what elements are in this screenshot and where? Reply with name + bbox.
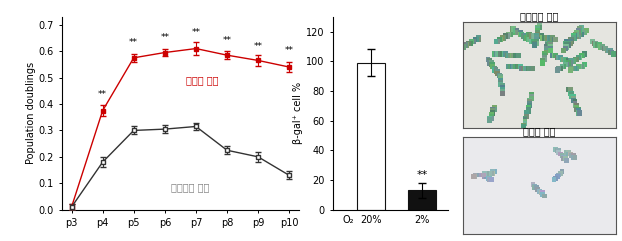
Text: **: ** bbox=[192, 28, 200, 37]
Text: **: ** bbox=[417, 170, 428, 180]
Title: 저산소 조건: 저산소 조건 bbox=[523, 127, 556, 137]
Text: 저산소 조건: 저산소 조건 bbox=[186, 75, 218, 85]
Text: **: ** bbox=[98, 90, 107, 99]
Title: 정상산소 조건: 정상산소 조건 bbox=[521, 11, 559, 21]
Text: **: ** bbox=[160, 33, 169, 42]
Text: **: ** bbox=[129, 38, 138, 47]
Bar bbox=[357, 63, 385, 210]
Bar bbox=[408, 190, 436, 210]
Text: **: ** bbox=[285, 46, 294, 55]
Text: **: ** bbox=[254, 42, 262, 51]
Text: **: ** bbox=[223, 36, 231, 45]
Text: 정상산소 조건: 정상산소 조건 bbox=[170, 182, 209, 192]
Y-axis label: Population doublings: Population doublings bbox=[26, 62, 35, 164]
Y-axis label: β-gal⁺ cell %: β-gal⁺ cell % bbox=[293, 82, 303, 144]
